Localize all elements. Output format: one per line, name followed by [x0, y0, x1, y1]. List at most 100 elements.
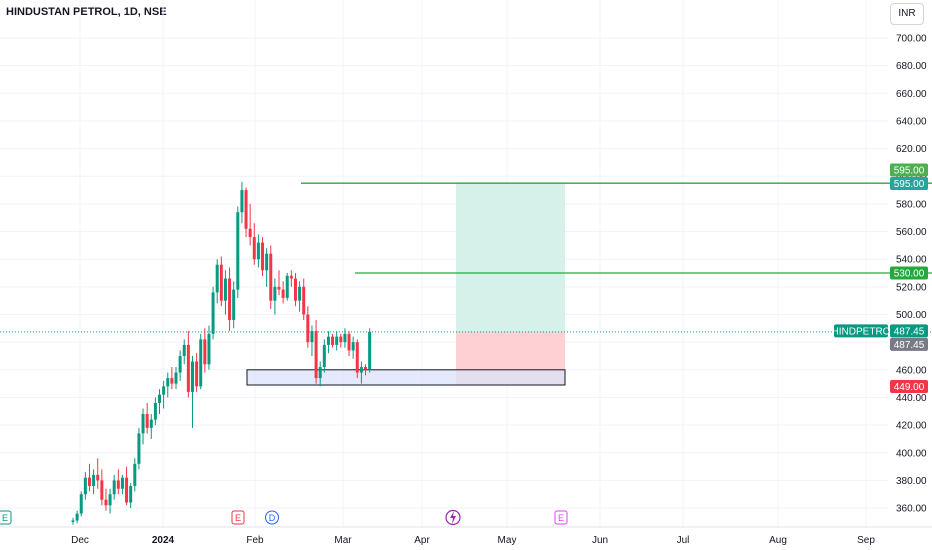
candle-body [281, 289, 285, 298]
candle-body [186, 344, 190, 392]
candle-body [71, 520, 75, 522]
candle-body [236, 212, 240, 290]
time-tick-label: Mar [334, 535, 352, 546]
candle-body [322, 344, 326, 368]
candle-body [215, 264, 219, 293]
time-tick-label: 2024 [152, 535, 175, 546]
candle-body [219, 264, 223, 301]
price-tick-label: 660.00 [896, 89, 927, 100]
candle-body [83, 477, 87, 495]
candle-body [326, 336, 330, 345]
price-badges: 595.00 595.00 530.00 487.45 487.45 449.00 HIND… [832, 163, 928, 394]
price-tick-label: 680.00 [896, 61, 927, 72]
candle-body [269, 253, 273, 301]
candle-body [252, 237, 256, 260]
profit-zone[interactable] [456, 183, 565, 332]
candle-body [347, 333, 351, 351]
event-marker-label: D [269, 513, 276, 523]
last-price-label: 487.45 [894, 326, 925, 337]
target2-price-label: 530.00 [894, 269, 925, 280]
candle-body [96, 474, 100, 481]
candle-body [207, 333, 211, 365]
earnings-marker-icon [554, 510, 568, 525]
time-tick-label: May [498, 535, 517, 546]
candle-body [203, 339, 207, 365]
candle-body [174, 372, 178, 384]
price-tick-label: 380.00 [896, 476, 927, 487]
candle-body [104, 499, 108, 506]
target-price-label: 595.00 [894, 166, 925, 177]
time-tick-label: Apr [414, 535, 430, 546]
candle-body [170, 378, 174, 384]
price-tick-label: 360.00 [896, 504, 927, 515]
candle-body [298, 286, 302, 301]
candle-body [248, 228, 252, 238]
candle-body [244, 190, 248, 229]
candle-body [137, 433, 141, 464]
price-tick-label: 400.00 [896, 448, 927, 459]
target-line-price-label-bg [890, 177, 928, 190]
target-line-price-label: 595.00 [894, 179, 925, 190]
dividend-marker-icon [265, 510, 279, 525]
price-tick-label: 500.00 [896, 310, 927, 321]
ticker-badge-bg [834, 324, 888, 338]
price-tick-label: 440.00 [896, 393, 927, 404]
candle-body [120, 477, 124, 489]
candle-body [141, 414, 145, 434]
symbol-title[interactable]: HINDUSTAN PETROL, 1D, NSE [6, 6, 167, 18]
candle-body [277, 286, 281, 290]
earnings-marker-icon [0, 510, 12, 525]
candle-body [149, 419, 153, 428]
currency-button[interactable]: INR [890, 3, 924, 25]
candle-body [100, 480, 104, 500]
candle-body [364, 367, 368, 370]
support-zone-box[interactable] [246, 369, 566, 386]
stop-price-label-bg [890, 380, 928, 394]
time-tick-label: Jul [677, 535, 690, 546]
candle-body [339, 336, 343, 343]
candle-body [129, 485, 133, 503]
candle-body [75, 513, 79, 521]
event-marker-label: E [2, 513, 8, 523]
candlestick-series [71, 181, 372, 525]
candle-body [145, 414, 149, 428]
last-price-label-bg [890, 324, 928, 338]
candle-body [314, 331, 318, 379]
price-tick-label: 700.00 [896, 34, 927, 45]
candle-body [265, 253, 269, 271]
candle-body [182, 344, 186, 356]
candle-body [273, 286, 277, 301]
candle-body [87, 477, 91, 486]
price-tick-label: 420.00 [896, 421, 927, 432]
candle-body [256, 242, 260, 260]
candle-body [199, 339, 203, 387]
candle-body [153, 402, 157, 420]
candle-body [158, 394, 162, 403]
candle-body [343, 333, 347, 343]
price-level-lines[interactable] [0, 182, 932, 333]
price-tick-label: 620.00 [896, 144, 927, 155]
countdown-price-label-bg [890, 337, 928, 351]
candle-body [162, 386, 166, 395]
price-tick-label: 560.00 [896, 227, 927, 238]
price-axis[interactable]: 700.00680.00660.00640.00620.00600.00580.… [896, 34, 927, 515]
time-axis[interactable]: Dec 2024 Feb Mar Apr May Jun Jul Aug Sep [71, 535, 875, 546]
ticker-badge: HINDPETRO [832, 326, 891, 337]
time-tick-label: Aug [769, 535, 787, 546]
event-marker-label: E [235, 513, 241, 523]
candle-body [190, 361, 194, 392]
candle-body [355, 342, 359, 373]
candle-body [125, 477, 129, 503]
candle-body [368, 331, 372, 370]
price-tick-label: 580.00 [896, 199, 927, 210]
candle-body [240, 190, 244, 213]
time-tick-label: Dec [71, 535, 89, 546]
candle-body [261, 242, 265, 271]
position-zones[interactable] [246, 183, 566, 386]
time-tick-label: Jun [592, 535, 608, 546]
candle-body [293, 278, 297, 301]
price-tick-label: 520.00 [896, 282, 927, 293]
target-price-label-bg [890, 163, 928, 177]
